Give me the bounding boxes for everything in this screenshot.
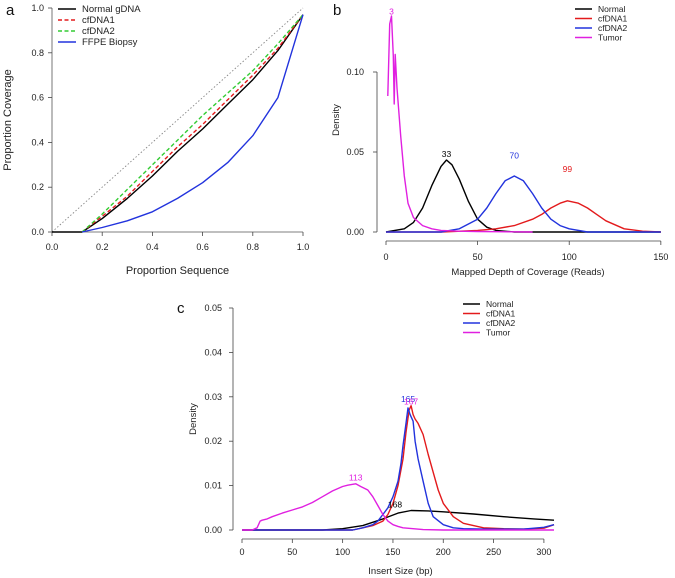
y-tick-label: 0.0 [31,227,44,237]
legend-label: cfDNA2 [598,23,628,33]
x-tick-label: 0 [383,252,388,262]
x-tick-label: 0.2 [96,242,109,252]
y-tick-label: 0.03 [204,392,222,402]
series-line-cfdna2 [242,407,555,531]
x-tick-label: 200 [436,547,451,557]
data-label: 113 [349,472,363,482]
y-tick-label: 0.04 [204,347,222,357]
data-label: 165 [401,394,415,404]
y-tick-label: 0.10 [346,67,364,77]
y-axis-label: Density [331,104,342,136]
x-axis-label: Insert Size (bp) [368,566,432,577]
panel-label: b [333,2,341,19]
series-line-normal [385,159,661,233]
x-tick-label: 250 [486,547,501,557]
legend-label: cfDNA2 [82,26,115,37]
legend-label: FFPE Biopsy [82,37,138,48]
series-line-cfdna1 [386,200,661,233]
y-tick-label: 0.02 [204,436,222,446]
data-label: 3 [389,6,394,16]
x-tick-label: 50 [287,547,297,557]
x-tick-label: 100 [562,252,577,262]
legend-label: Normal gDNA [82,4,141,15]
legend-label: cfDNA1 [486,309,516,319]
y-tick-label: 0.00 [346,227,364,237]
panel-label: a [6,2,15,19]
legend-label: Normal [486,299,514,309]
data-label: 70 [510,150,520,160]
series-line-cfdna2 [386,175,661,233]
x-tick-label: 0.6 [196,242,209,252]
series-line-normal-gdna [52,14,304,233]
y-tick-label: 0.6 [31,93,44,103]
y-tick-label: 1.0 [31,3,44,13]
legend-label: cfDNA2 [486,318,516,328]
x-tick-label: 300 [536,547,551,557]
x-tick-label: 0.8 [247,242,260,252]
reference-diagonal [51,7,304,233]
x-tick-label: 150 [653,252,668,262]
chart-panel-b: b 0 50 100 150 0.00 0.05 0.10 Mapped Depth of Co… [331,2,668,278]
x-tick-label: 150 [385,547,400,557]
legend-label: Normal [598,4,626,14]
data-label: 167 [404,396,418,406]
y-axis-label: Proportion Coverage [2,69,14,171]
legend-label: cfDNA1 [598,14,628,24]
x-tick-label: 50 [473,252,483,262]
y-tick-label: 0.05 [204,303,222,313]
y-tick-label: 0.05 [346,147,364,157]
x-axis-label: Mapped Depth of Coverage (Reads) [451,267,604,278]
chart-panel-a: a 0.0 0.2 0.4 0.6 0.8 1.0 0.0 0.2 0.4 0.6 0.8 1.0 Pro… [2,2,309,277]
series-line-normal [242,509,555,531]
panel-label: c [177,300,185,317]
series-line-ffpe-biopsy [81,14,304,233]
chart-panel-c: c 0 50 100 150 200 250 300 0.00 0.01 0.02 0.03 0.04 0… [177,299,555,577]
y-tick-label: 0.00 [204,525,222,535]
x-tick-label: 0.0 [46,242,59,252]
x-axis-label: Proportion Sequence [126,265,229,277]
data-label: 33 [442,149,452,159]
series-line-cfdna2 [81,14,304,233]
x-tick-label: 100 [335,547,350,557]
series-line-tumor [242,483,554,531]
y-tick-label: 0.4 [31,137,44,147]
data-label: 99 [563,164,573,174]
y-axis-label: Density [188,403,199,435]
legend-label: Tumor [486,328,510,338]
data-label: 168 [388,499,402,509]
y-tick-label: 0.01 [204,481,222,491]
x-tick-label: 0 [239,547,244,557]
series-line-cfdna1 [242,405,555,531]
series-line-tumor [387,15,533,233]
legend-label: Tumor [598,33,622,43]
legend-label: cfDNA1 [82,15,115,26]
y-tick-label: 0.2 [31,182,44,192]
y-tick-label: 0.8 [31,48,44,58]
x-tick-label: 0.4 [146,242,159,252]
series-line-cfdna1 [81,14,304,233]
x-tick-label: 1.0 [297,242,310,252]
